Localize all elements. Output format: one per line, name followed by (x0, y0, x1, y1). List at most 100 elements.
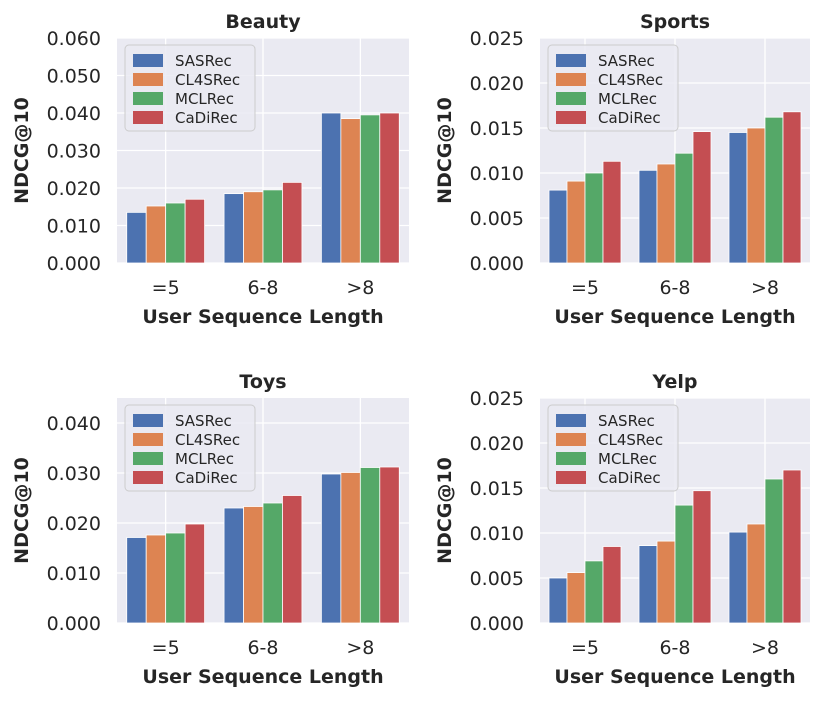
y-tick-label: 0.040 (47, 103, 101, 125)
bar-cadirec-1 (692, 490, 712, 624)
legend-label-cadirec: CaDiRec (598, 469, 661, 487)
x-tick-label: 6-8 (247, 637, 278, 659)
x-tick-label: 6-8 (659, 637, 690, 659)
legend-swatch-cl4srec (133, 73, 163, 86)
y-tick-label: 0.015 (470, 478, 524, 500)
bar-mclrec-2 (764, 478, 784, 624)
y-tick-label: 0.000 (47, 253, 101, 275)
bar-cl4srec-2 (746, 127, 766, 264)
bar-cadirec-2 (782, 469, 802, 624)
bar-cadirec-0 (184, 198, 205, 264)
legend-label-cl4srec: CL4SRec (175, 71, 240, 89)
x-tick-label: 6-8 (247, 277, 278, 299)
legend-label-sasrec: SASRec (598, 52, 655, 70)
bar-cl4srec-1 (656, 540, 676, 624)
x-tick-label: >8 (751, 277, 779, 299)
bar-cadirec-1 (282, 495, 303, 624)
x-tick-label: >8 (346, 277, 374, 299)
bar-mclrec-0 (165, 202, 186, 264)
y-axis-label: NDCG@10 (434, 457, 456, 564)
legend-swatch-cadirec (556, 471, 586, 484)
legend-swatch-cl4srec (556, 73, 586, 86)
y-tick-label: 0.010 (470, 163, 524, 185)
bar-cl4srec-1 (656, 163, 676, 264)
bar-mclrec-2 (764, 116, 784, 264)
bar-cadirec-2 (379, 466, 400, 624)
bar-mclrec-1 (262, 189, 283, 264)
chart-title: Yelp (651, 371, 697, 393)
bar-mclrec-2 (359, 114, 381, 264)
legend-swatch-cadirec (133, 111, 163, 124)
x-tick-label: =5 (152, 277, 180, 299)
legend-label-mclrec: MCLRec (598, 450, 657, 468)
legend-swatch-sasrec (133, 54, 163, 67)
legend-swatch-mclrec (556, 92, 586, 105)
bar-mclrec-1 (674, 152, 694, 264)
y-tick-label: 0.050 (47, 66, 101, 88)
x-tick-label: =5 (152, 637, 180, 659)
y-tick-label: 0.000 (47, 613, 101, 635)
bar-cadirec-2 (782, 111, 802, 264)
y-tick-label: 0.015 (470, 118, 524, 140)
y-tick-label: 0.030 (47, 463, 101, 485)
legend-swatch-sasrec (556, 414, 586, 427)
bar-cadirec-1 (692, 131, 712, 264)
bar-sasrec-1 (223, 507, 244, 624)
bar-cl4srec-1 (243, 506, 264, 624)
x-tick-label: =5 (571, 637, 599, 659)
chart-panel-yelp: 0.000 0.005 0.010 0.015 0.020 0.025 =5 6-8 >8 Yel… (434, 371, 810, 688)
x-tick-label: >8 (751, 637, 779, 659)
legend-label-cl4srec: CL4SRec (175, 431, 240, 449)
y-tick-label: 0.020 (470, 73, 524, 95)
x-axis-label: User Sequence Length (554, 306, 795, 328)
bar-sasrec-0 (548, 577, 568, 624)
bar-sasrec-0 (548, 189, 568, 264)
y-tick-label: 0.005 (470, 568, 524, 590)
legend-label-sasrec: SASRec (175, 52, 232, 70)
legend-swatch-sasrec (133, 414, 163, 427)
y-tick-label: 0.030 (47, 141, 101, 163)
bar-cadirec-0 (602, 546, 622, 624)
bar-sasrec-2 (320, 112, 342, 264)
x-tick-label: >8 (346, 637, 374, 659)
legend-swatch-mclrec (133, 452, 163, 465)
y-tick-label: 0.010 (470, 523, 524, 545)
bar-sasrec-2 (320, 473, 342, 624)
legend-label-cadirec: CaDiRec (175, 469, 238, 487)
legend-swatch-sasrec (556, 54, 586, 67)
y-tick-label: 0.025 (470, 28, 524, 50)
legend-label-sasrec: SASRec (175, 412, 232, 430)
chart-panel-beauty: 0.000 0.010 0.020 0.030 0.040 0.050 0.060 =5 6-8… (11, 11, 409, 328)
bar-cl4srec-0 (145, 205, 167, 264)
bar-cl4srec-2 (340, 118, 361, 264)
chart-title: Toys (239, 371, 286, 393)
legend-swatch-cl4srec (133, 433, 163, 446)
y-tick-label: 0.020 (470, 433, 524, 455)
bar-mclrec-0 (165, 532, 186, 624)
y-axis-label: NDCG@10 (11, 457, 33, 564)
legend-label-mclrec: MCLRec (175, 450, 234, 468)
legend-label-sasrec: SASRec (598, 412, 655, 430)
y-tick-label: 0.000 (470, 253, 524, 275)
legend-label-cl4srec: CL4SRec (598, 71, 663, 89)
legend-label-cl4srec: CL4SRec (598, 431, 663, 449)
chart-panel-toys: 0.000 0.010 0.020 0.030 0.040 =5 6-8 >8 Toys User… (11, 371, 409, 688)
bar-mclrec-0 (584, 560, 604, 624)
chart-panel-sports: 0.000 0.005 0.010 0.015 0.020 0.025 =5 6-8 >8 Spo… (434, 11, 810, 328)
y-tick-label: 0.020 (47, 513, 101, 535)
y-tick-label: 0.010 (47, 216, 101, 238)
y-axis-label: NDCG@10 (11, 97, 33, 204)
bar-cl4srec-0 (566, 572, 586, 624)
bar-cadirec-0 (602, 160, 622, 264)
bar-sasrec-0 (126, 537, 147, 624)
x-axis-label: User Sequence Length (142, 666, 383, 688)
legend-swatch-cl4srec (556, 433, 586, 446)
bar-mclrec-0 (584, 172, 604, 264)
legend-swatch-cadirec (556, 111, 586, 124)
bar-sasrec-0 (126, 211, 147, 264)
bar-mclrec-2 (359, 467, 381, 624)
